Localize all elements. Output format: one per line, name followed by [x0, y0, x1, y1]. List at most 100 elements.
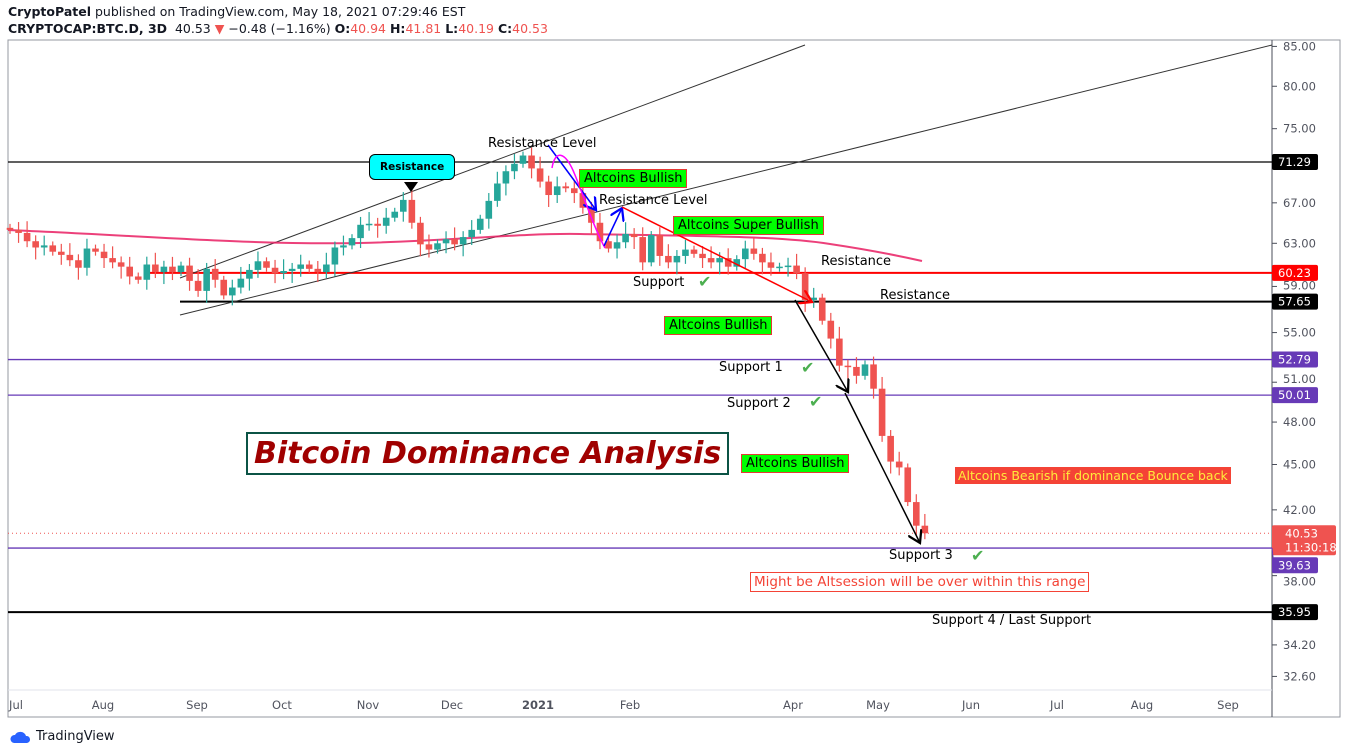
- support-2-label[interactable]: Support 2: [727, 396, 791, 411]
- resistance-label-b[interactable]: Resistance: [880, 288, 951, 303]
- candle: [203, 262, 210, 303]
- support-1-label[interactable]: Support 1: [719, 360, 783, 375]
- author[interactable]: CryptoPatel: [8, 4, 91, 19]
- altcoins-super-bullish-label[interactable]: Altcoins Super Bullish: [673, 216, 824, 235]
- support-4-label[interactable]: Support 4 / Last Support: [932, 613, 1092, 628]
- candle: [305, 260, 313, 273]
- open-label: O:: [334, 21, 351, 36]
- candle-body: [707, 258, 715, 263]
- candle-body: [895, 461, 903, 468]
- candle-body: [904, 467, 912, 503]
- candle: [49, 241, 57, 256]
- chart-title-box[interactable]: Bitcoin Dominance Analysis: [246, 432, 730, 475]
- resistance-label-a[interactable]: Resistance: [821, 254, 892, 269]
- candle-body: [647, 235, 655, 263]
- candle: [246, 264, 253, 291]
- y-tick-label: 67.00: [1283, 196, 1316, 210]
- candle: [32, 235, 39, 260]
- candle-body: [75, 260, 82, 268]
- support-3-label[interactable]: Support 3: [889, 548, 953, 563]
- y-tick-label: 48.00: [1283, 415, 1316, 429]
- candle: [476, 214, 484, 234]
- candle: [673, 250, 681, 275]
- resistance-level-label-1[interactable]: Resistance Level: [488, 136, 597, 151]
- candle-body: [476, 218, 484, 230]
- candle-body: [596, 222, 604, 242]
- trendlines[interactable]: [179, 44, 1273, 316]
- y-tick-label: 42.00: [1283, 503, 1316, 517]
- candle-body: [442, 239, 450, 244]
- candle: [836, 326, 843, 372]
- candle-body: [733, 259, 741, 267]
- symbol[interactable]: CRYPTOCAP:BTC.D, 3D: [8, 21, 168, 36]
- candle-body: [605, 241, 612, 249]
- last-price-tag: [1272, 525, 1336, 556]
- candle-body: [485, 200, 493, 219]
- high-value: 41.81: [405, 21, 442, 36]
- candle-body: [639, 237, 646, 263]
- candle: [870, 356, 877, 399]
- candle-body: [134, 276, 142, 280]
- candle: [271, 259, 279, 284]
- candle: [15, 222, 22, 243]
- candle-body: [724, 258, 732, 267]
- y-tick-label: 75.00: [1283, 122, 1316, 136]
- candle-body: [169, 266, 176, 273]
- candle-body: [913, 502, 920, 526]
- candle: [494, 171, 501, 207]
- candle-body: [297, 264, 304, 269]
- level-price-label: 52.79: [1278, 353, 1311, 367]
- y-tick-label: 38.00: [1283, 574, 1316, 588]
- candle-body: [323, 264, 330, 273]
- altcoins-bullish-label-2[interactable]: Altcoins Bullish: [664, 316, 773, 335]
- resistance-callout[interactable]: Resistance: [369, 154, 456, 180]
- candle-body: [408, 199, 416, 223]
- candle: [92, 244, 99, 256]
- candle: [100, 243, 108, 269]
- candle: [186, 257, 193, 291]
- black-arrow-support-2: [794, 299, 848, 392]
- candle: [613, 234, 621, 259]
- tradingview-logo[interactable]: TradingView: [10, 729, 115, 744]
- y-tick-label: 63.00: [1283, 236, 1316, 250]
- candle: [340, 235, 347, 256]
- candle-body: [562, 186, 570, 189]
- candle: [485, 193, 493, 229]
- altcoins-bullish-label-1[interactable]: Altcoins Bullish: [579, 169, 688, 188]
- support-label[interactable]: Support: [633, 275, 685, 290]
- candle: [562, 182, 570, 193]
- altsession-warning-label[interactable]: Might be Altsession will be over within …: [750, 572, 1090, 592]
- candle-body: [49, 245, 57, 252]
- candle-body: [553, 186, 561, 196]
- price-change: −0.48 (−1.16%): [228, 21, 331, 36]
- resistance-level-label-2[interactable]: Resistance Level: [599, 193, 708, 208]
- candle-body: [434, 243, 441, 250]
- last-price-label: 40.53: [1285, 526, 1318, 540]
- candle-body: [331, 247, 339, 265]
- channel-lower-line[interactable]: [179, 44, 1273, 316]
- candle-body: [66, 254, 74, 261]
- y-tick-label: 34.20: [1283, 638, 1316, 652]
- candle: [639, 227, 646, 271]
- candle: [801, 267, 809, 312]
- candle: [357, 216, 364, 249]
- altcoins-bullish-label-3[interactable]: Altcoins Bullish: [741, 454, 850, 473]
- level-price-tag: [1272, 351, 1318, 368]
- x-tick-label: Oct: [272, 698, 292, 712]
- close-value: 40.53: [512, 21, 548, 36]
- candle-body: [459, 237, 467, 245]
- candle-body: [203, 268, 210, 291]
- candle: [784, 257, 792, 277]
- y-tick-label: 59.00: [1283, 279, 1316, 293]
- candle: [827, 312, 835, 349]
- magenta-curve: [551, 154, 606, 249]
- candle-body: [246, 269, 253, 279]
- candle: [425, 234, 433, 258]
- candle-body: [878, 388, 886, 436]
- candle: [776, 262, 783, 272]
- channel-upper-line[interactable]: [179, 44, 806, 279]
- candle: [126, 256, 133, 285]
- bearish-warning-label[interactable]: Altcoins Bearish if dominance Bounce bac…: [955, 467, 1231, 484]
- level-price-label: 50.01: [1278, 388, 1311, 402]
